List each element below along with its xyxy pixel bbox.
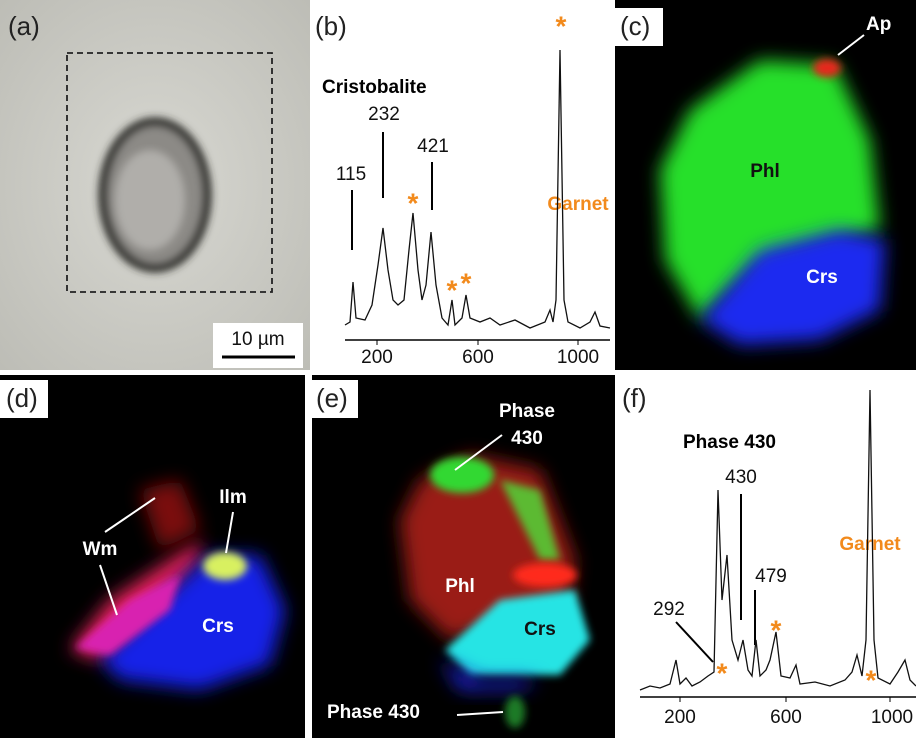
tick-label: 600 bbox=[462, 347, 494, 368]
peak-label: 430 bbox=[725, 467, 757, 488]
leader bbox=[837, 34, 865, 56]
peak-label: 232 bbox=[368, 104, 400, 125]
panel-label: (b) bbox=[315, 11, 347, 41]
dashed-box bbox=[66, 52, 273, 293]
marker: * bbox=[556, 10, 567, 41]
label-bg bbox=[312, 380, 358, 418]
marker: * bbox=[408, 187, 419, 218]
panel-label: (e) bbox=[316, 383, 348, 413]
phase430-region bbox=[505, 696, 525, 728]
grain-core bbox=[115, 150, 185, 250]
panel-d: (d) Wm Ilm Crs bbox=[0, 375, 305, 738]
phase-label: Crs bbox=[202, 616, 234, 637]
leader bbox=[225, 511, 234, 554]
panel-c: (c) Ap Phl Crs bbox=[615, 0, 916, 370]
marker: * bbox=[717, 657, 728, 688]
marker: * bbox=[866, 664, 877, 695]
phase-label: Crs bbox=[524, 619, 556, 640]
blue-region bbox=[440, 660, 540, 690]
panel-b: (b) Cristobalite 115 232 421 Garnet * * … bbox=[315, 10, 611, 368]
peak-label: 479 bbox=[755, 566, 787, 587]
wm-region bbox=[140, 480, 200, 550]
tick-label: 200 bbox=[664, 707, 696, 728]
phase-label: 430 bbox=[511, 428, 543, 449]
panel-label: (c) bbox=[620, 11, 650, 41]
panel-f: (f) Phase 430 292 430 479 Garnet * * * 2… bbox=[622, 383, 916, 728]
phase-label: Phl bbox=[445, 576, 475, 597]
spectrum-title: Phase 430 bbox=[683, 432, 776, 453]
leader bbox=[454, 434, 503, 471]
label-bg bbox=[0, 380, 48, 418]
panel-a: 10 µm (a) bbox=[0, 0, 310, 370]
phase-label: Wm bbox=[83, 539, 118, 560]
phase-label: Phase bbox=[499, 401, 555, 422]
spectrum bbox=[639, 389, 916, 691]
leader bbox=[456, 711, 504, 716]
label-bg bbox=[615, 8, 663, 46]
panel-label: (d) bbox=[6, 383, 38, 413]
wm-region bbox=[75, 575, 180, 655]
marker: * bbox=[771, 614, 782, 645]
phase-label: Garnet bbox=[547, 194, 609, 215]
ilm-region bbox=[203, 552, 247, 580]
marker: * bbox=[461, 267, 472, 298]
panel-label: (a) bbox=[8, 11, 40, 41]
scale-text: 10 µm bbox=[231, 329, 284, 350]
marker: * bbox=[447, 274, 458, 305]
ap-region bbox=[813, 59, 841, 77]
phase-label: Ilm bbox=[219, 487, 246, 508]
tick-label: 200 bbox=[361, 347, 393, 368]
phase430-region bbox=[430, 457, 494, 493]
leader bbox=[99, 564, 118, 616]
phase430-region bbox=[500, 480, 560, 560]
scale-box bbox=[213, 323, 303, 368]
panel-label: (f) bbox=[622, 383, 647, 413]
red-region bbox=[513, 563, 577, 587]
phase-label: Crs bbox=[806, 267, 838, 288]
tick-label: 1000 bbox=[557, 347, 599, 368]
crs-region bbox=[100, 555, 285, 690]
phase-label: Ap bbox=[866, 14, 891, 35]
crs-region bbox=[700, 230, 885, 345]
tick-label: 1000 bbox=[871, 707, 913, 728]
phase-label: Garnet bbox=[839, 534, 901, 555]
crs-region bbox=[445, 590, 590, 675]
leader bbox=[104, 497, 156, 533]
phl-region bbox=[660, 60, 880, 320]
spectrum-title: Cristobalite bbox=[322, 77, 427, 98]
peak-label: 421 bbox=[417, 136, 449, 157]
peak-line bbox=[675, 621, 714, 663]
spectrum bbox=[344, 49, 611, 329]
tick-label: 600 bbox=[770, 707, 802, 728]
peak-label: 292 bbox=[653, 599, 685, 620]
panel-e: (e) Phase 430 Phl Crs Phase 430 bbox=[312, 375, 615, 738]
phase-label: Phase 430 bbox=[327, 702, 420, 723]
phase-label: Phl bbox=[750, 161, 780, 182]
peak-label: 115 bbox=[336, 164, 366, 185]
